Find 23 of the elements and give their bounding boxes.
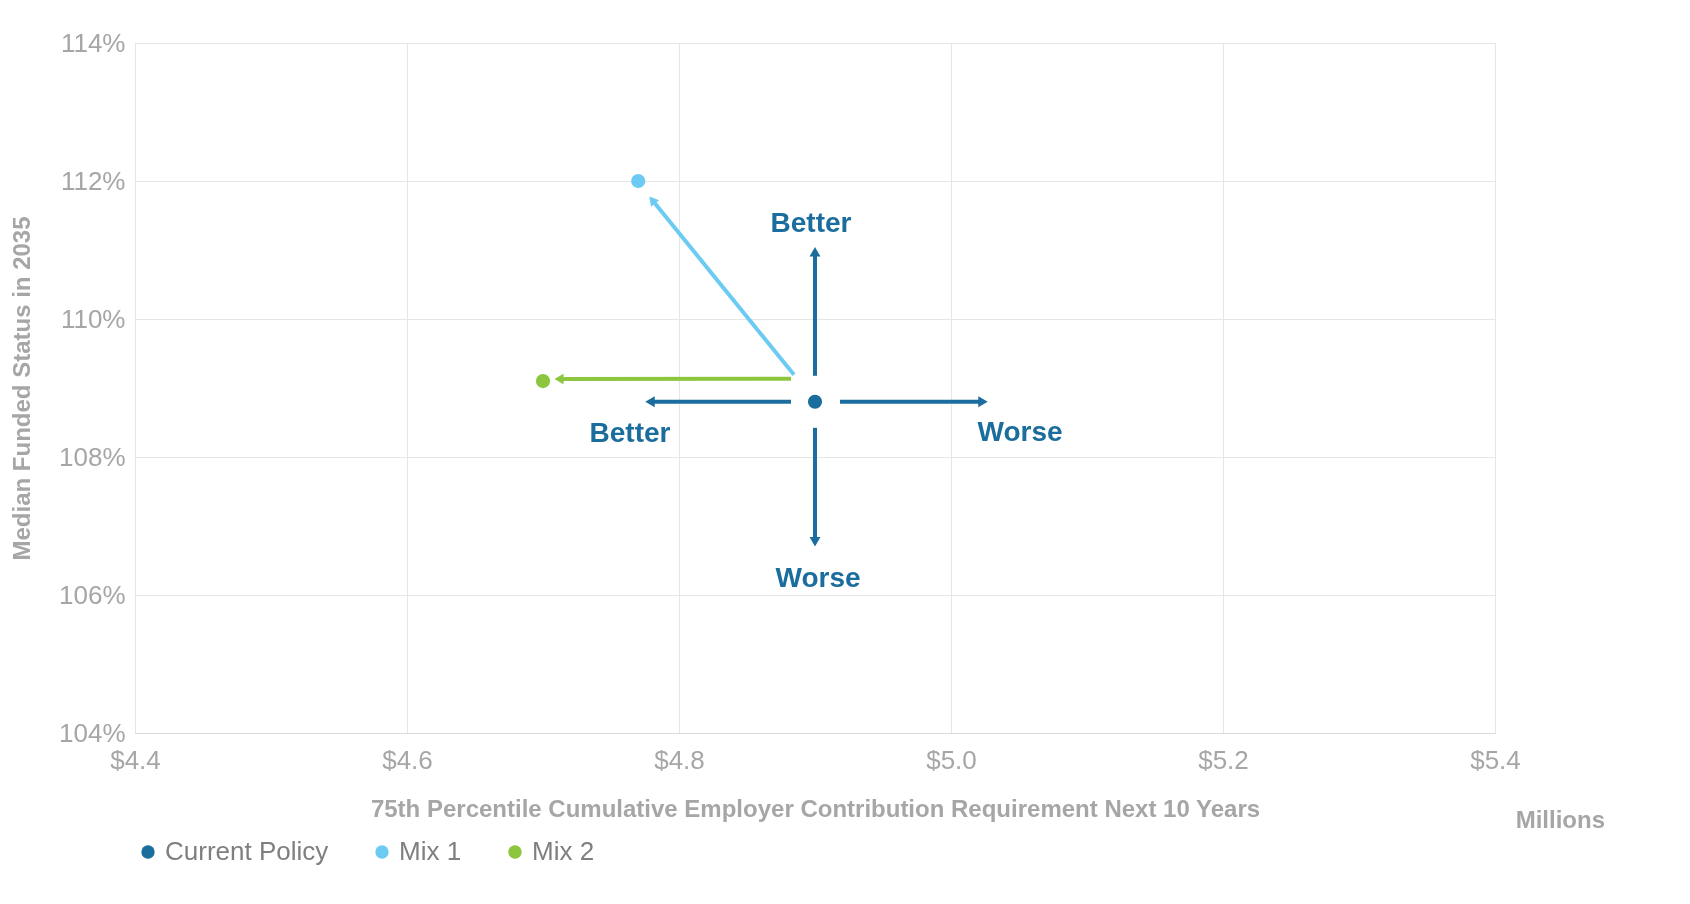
annotation: Worse [977,415,1063,447]
legend-label: Mix 2 [532,836,595,866]
point [631,173,646,189]
y-tick-label: 114% [60,27,126,58]
point [535,374,551,389]
x-tick-label: $4.6 [382,744,433,775]
x-tick-label: $5.4 [1470,744,1521,775]
legend-label: Current Policy [165,836,329,866]
x-tick-label: $5.0 [926,744,977,775]
y-axis-title: Median Funded Status in 2035 [8,216,35,561]
legend-label: Mix 1 [399,836,462,866]
annotation: Worse [775,561,861,593]
x-tick-label: $4.8 [654,744,705,775]
point [807,394,823,409]
y-tick-label: 106% [59,579,126,610]
x-axis-title: 75th Percentile Cumulative Employer Contribution Requirement Next 10 Years [370,794,1261,822]
annotation: Better [589,416,671,448]
y-tick-label: 110% [60,303,126,334]
y-tick-label: 112% [60,165,126,196]
x-tick-label: $5.2 [1198,744,1249,775]
text: Millions [1515,806,1605,833]
y-tick-label: 108% [59,441,126,472]
annotation: Better [770,206,852,238]
